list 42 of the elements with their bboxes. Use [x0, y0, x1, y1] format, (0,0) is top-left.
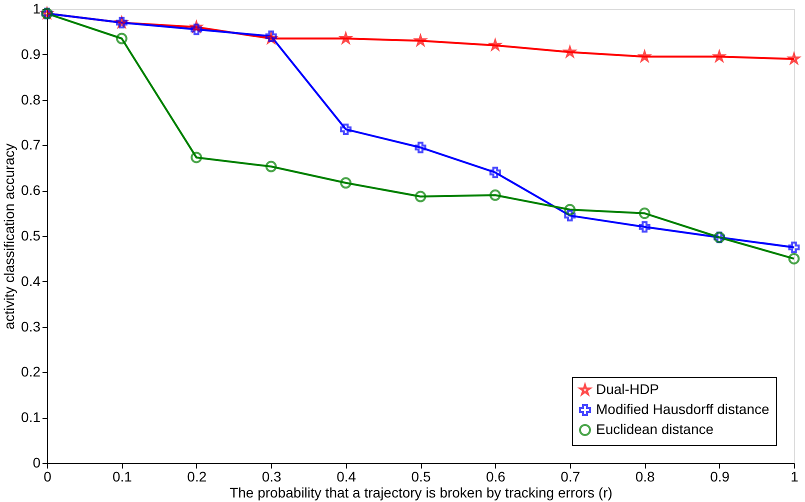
x-axis-title: The probability that a trajectory is broken by tracking errors (r) — [230, 484, 612, 500]
point — [340, 177, 352, 189]
y-tick-label: 0 — [32, 454, 41, 470]
y-tick-label: 0.9 — [21, 46, 41, 62]
point — [638, 208, 650, 220]
x-tick-label: 1 — [790, 468, 799, 484]
y-tick-label: 0.4 — [21, 272, 41, 289]
point — [265, 160, 277, 172]
legend-label: Modified Hausdorff distance — [596, 401, 770, 417]
y-tick-label: 0.8 — [21, 91, 41, 108]
point — [340, 124, 352, 136]
y-tick-label: 0.1 — [21, 409, 41, 426]
point — [489, 166, 501, 178]
y-axis-title: activity classification accuracy — [1, 144, 18, 330]
point — [116, 32, 128, 44]
x-tick-label: 0.7 — [560, 468, 580, 484]
point — [788, 242, 800, 254]
point — [788, 252, 800, 264]
x-tick-label: 0.2 — [187, 468, 207, 484]
point — [414, 142, 426, 154]
x-tick-label: 0.5 — [411, 468, 431, 484]
x-tick-label: 0.9 — [710, 468, 730, 484]
y-tick-label: 0.5 — [21, 228, 41, 244]
point — [564, 210, 576, 222]
point — [638, 221, 650, 233]
y-tick-label: 0.3 — [21, 318, 41, 334]
x-tick-label: 0.3 — [262, 468, 282, 484]
x-tick-label: 0.6 — [486, 468, 506, 484]
x-tick-label: 0 — [44, 468, 52, 484]
x-tick-label: 0.1 — [112, 468, 132, 484]
legend-label: Dual-HDP — [596, 381, 660, 397]
y-tick-label: 0.7 — [21, 136, 41, 153]
x-tick-label: 0.4 — [336, 468, 356, 484]
point — [190, 152, 202, 164]
y-tick-label: 0.6 — [21, 182, 41, 198]
point — [414, 190, 426, 202]
point — [489, 189, 501, 201]
y-tick-label: 1 — [32, 0, 41, 16]
y-tick-label: 0.2 — [21, 364, 41, 380]
x-tick-label: 0.8 — [635, 468, 656, 484]
point — [564, 204, 576, 216]
legend-label: Euclidean distance — [596, 421, 714, 437]
